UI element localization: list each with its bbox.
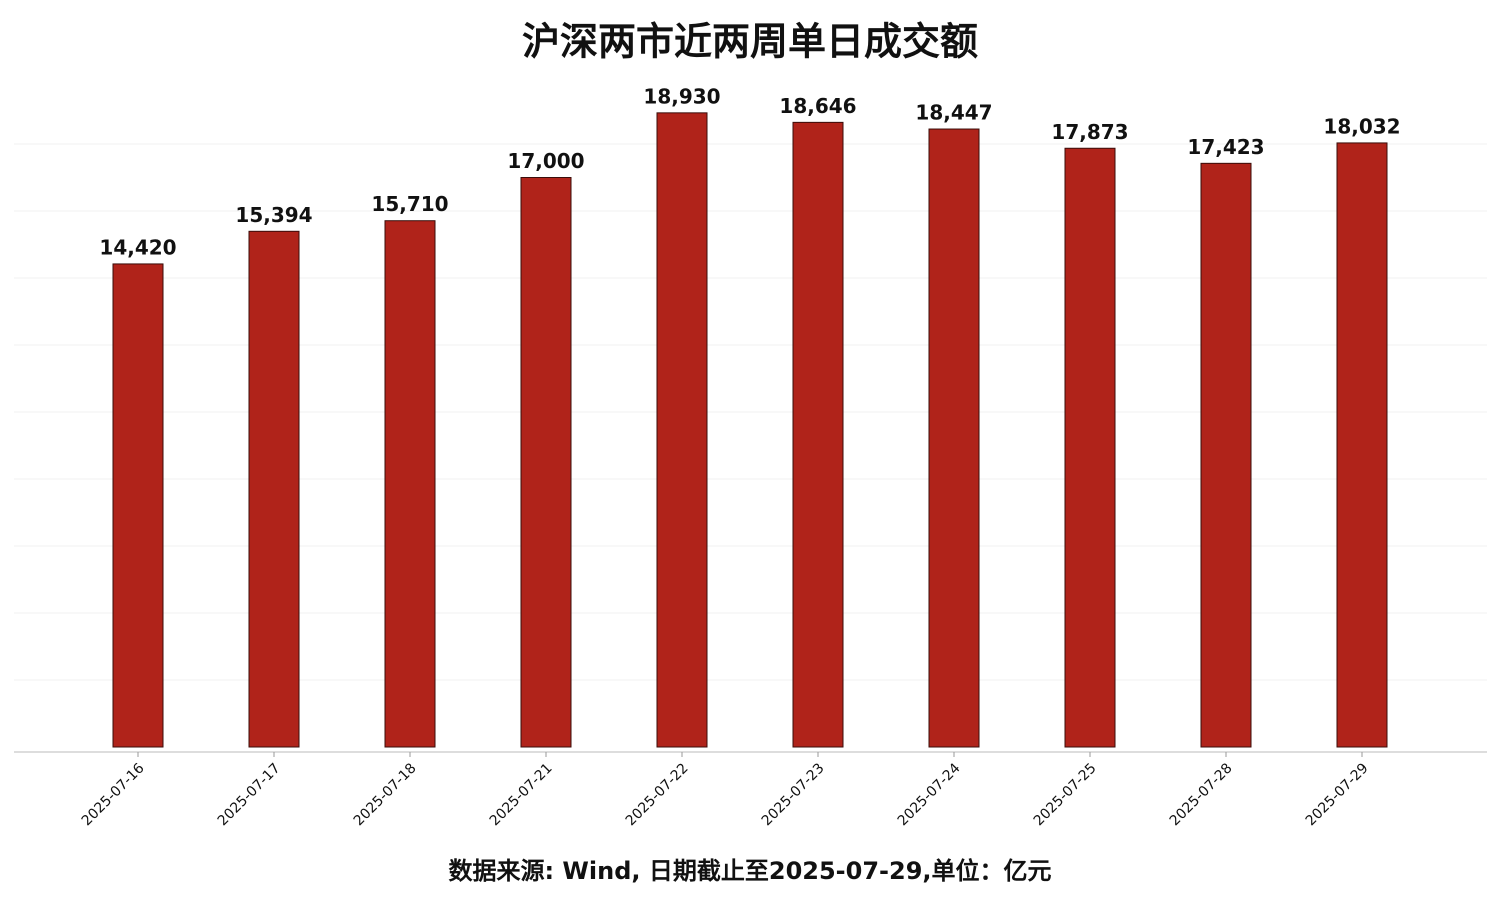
bar	[248, 230, 300, 748]
value-label: 15,394	[235, 203, 312, 227]
x-tick-label: 2025-07-29	[1303, 760, 1372, 829]
bar	[656, 112, 708, 748]
value-label: 18,447	[915, 101, 992, 125]
x-tick-label: 2025-07-25	[1031, 760, 1100, 829]
bar	[1336, 142, 1388, 748]
value-label: 17,873	[1051, 120, 1128, 144]
source-note: 数据来源: Wind, 日期截止至2025-07-29,单位：亿元	[448, 857, 1051, 885]
bar	[112, 263, 164, 748]
value-label: 18,032	[1323, 114, 1400, 138]
x-tick-label: 2025-07-17	[215, 760, 284, 829]
x-tick-label: 2025-07-28	[1167, 760, 1236, 829]
bar	[792, 121, 844, 748]
x-tick-label: 2025-07-16	[79, 760, 148, 829]
value-label: 17,423	[1187, 135, 1264, 159]
bar	[520, 177, 572, 748]
chart-title: 沪深两市近两周单日成交额	[522, 20, 978, 64]
value-label: 18,930	[643, 84, 720, 108]
x-tick-label: 2025-07-18	[351, 760, 420, 829]
x-tick-label: 2025-07-24	[895, 760, 964, 829]
x-tick-label: 2025-07-22	[623, 760, 692, 829]
bar	[928, 128, 980, 748]
value-label: 15,710	[371, 192, 448, 216]
bar	[1064, 147, 1116, 748]
bar	[384, 220, 436, 748]
x-tick-label: 2025-07-23	[759, 760, 828, 829]
value-label: 18,646	[779, 94, 856, 118]
value-label: 17,000	[507, 149, 584, 173]
value-label: 14,420	[99, 235, 176, 259]
bar	[1200, 162, 1252, 748]
x-tick-label: 2025-07-21	[487, 760, 556, 829]
